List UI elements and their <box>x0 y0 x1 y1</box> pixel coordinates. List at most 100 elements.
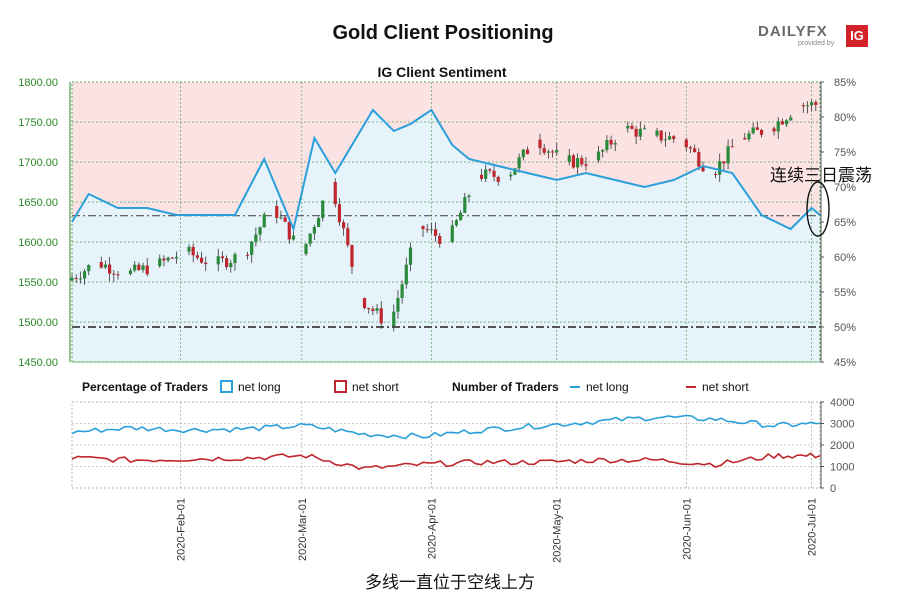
candle-body <box>103 264 108 268</box>
count-tick-label: 1000 <box>830 462 854 474</box>
candle-body <box>262 214 266 228</box>
count-chart-grid <box>71 401 821 489</box>
price-tick-label: 1450.00 <box>18 357 58 369</box>
candle-body <box>308 233 312 244</box>
price-tick-label: 1550.00 <box>18 277 58 289</box>
candle-body <box>605 140 609 151</box>
candle-body <box>229 263 233 268</box>
legend-pct-short-label: net short <box>352 380 399 394</box>
pct-tick-label: 55% <box>834 287 856 299</box>
candle-body <box>333 182 337 205</box>
candle-body <box>170 257 174 259</box>
brand-name: DAILYFX <box>758 23 828 40</box>
candle-body <box>814 102 818 105</box>
candle-body <box>162 258 166 261</box>
candle-body <box>287 221 291 240</box>
candle-body <box>250 241 254 255</box>
pct-tick-label: 70% <box>834 182 856 194</box>
main-chart-background <box>71 81 821 363</box>
price-tick-label: 1800.00 <box>18 77 58 89</box>
candle-body <box>713 174 718 175</box>
candlestick-series <box>70 99 818 332</box>
price-tick-label: 1700.00 <box>18 157 58 169</box>
candle-body <box>283 217 287 222</box>
legend-line-long <box>570 386 580 388</box>
candle-body <box>438 235 442 244</box>
legend-pct-short: net short <box>334 380 399 394</box>
candle-body <box>112 273 116 275</box>
count-axis: 0 1000 2000 3000 4000 <box>820 397 854 495</box>
candle-body <box>580 158 584 165</box>
candle-body <box>697 152 701 167</box>
candle-body <box>538 139 542 149</box>
candle-body <box>316 218 321 228</box>
candle-body <box>747 133 751 140</box>
candle-body <box>521 149 525 158</box>
legend-pct-long-label: net long <box>238 380 281 394</box>
price-tick-label: 1600.00 <box>18 237 58 249</box>
candle-body <box>638 128 642 137</box>
count-tick-label: 3000 <box>830 419 854 431</box>
candle-body <box>759 129 764 135</box>
candle-body <box>450 225 454 242</box>
date-axis: 2020-Feb-01 2020-Mar-01 2020-Apr-01 2020-Ma… <box>176 498 819 563</box>
candle-body <box>254 234 258 242</box>
candle-body <box>663 139 667 141</box>
candle-body <box>513 168 517 175</box>
candle-body <box>718 161 722 175</box>
candle-body <box>743 138 747 140</box>
candle-body <box>772 128 776 132</box>
candle-body <box>99 262 103 268</box>
candle-body <box>191 246 195 256</box>
candle-body <box>517 157 521 169</box>
candle-body <box>204 262 208 265</box>
candle-body <box>576 158 580 168</box>
candle-body <box>630 125 634 129</box>
candle-body <box>216 256 220 265</box>
candle-body <box>141 265 145 270</box>
candle-body <box>350 245 354 267</box>
candle-body <box>688 147 693 149</box>
candle-body <box>730 146 734 148</box>
legend-box-short <box>334 380 347 393</box>
candle-body <box>634 128 638 137</box>
candle-body <box>546 151 550 153</box>
candle-body <box>128 270 133 274</box>
candle-body <box>789 117 793 121</box>
annotation-ellipse <box>806 181 830 237</box>
candle-body <box>233 254 237 264</box>
count-tick-label: 2000 <box>830 440 854 452</box>
candle-body <box>78 278 82 280</box>
candle-body <box>751 127 755 134</box>
candle-body <box>408 247 413 265</box>
candle-body <box>567 155 571 162</box>
candle-body <box>509 174 513 177</box>
candle-body <box>780 121 784 125</box>
chart-subtitle: IG Client Sentiment <box>377 64 507 80</box>
legend-num-long: net long <box>570 380 629 394</box>
candle-body <box>667 136 672 140</box>
legend-box-long <box>220 380 233 393</box>
pct-tick-label: 50% <box>834 322 856 334</box>
candle-body <box>337 204 342 223</box>
date-tick-label: 2020-Jun-01 <box>681 498 693 560</box>
candle-body <box>225 258 229 268</box>
candle-body <box>245 254 250 256</box>
long-zone <box>72 110 820 362</box>
candle-body <box>275 206 279 218</box>
candle-body <box>609 140 613 145</box>
candle-body <box>342 222 346 229</box>
candle-body <box>362 298 367 309</box>
net-short-count-line <box>71 452 821 470</box>
candle-body <box>776 121 780 132</box>
candle-body <box>195 255 199 258</box>
candle-body <box>550 151 555 153</box>
candle-body <box>488 169 492 171</box>
candle-body <box>379 308 383 324</box>
pct-series <box>71 108 821 233</box>
candle-body <box>187 246 191 252</box>
chart-title: Gold Client Positioning <box>332 22 554 44</box>
pct-tick-label: 75% <box>834 147 856 159</box>
candle-body <box>726 146 730 164</box>
